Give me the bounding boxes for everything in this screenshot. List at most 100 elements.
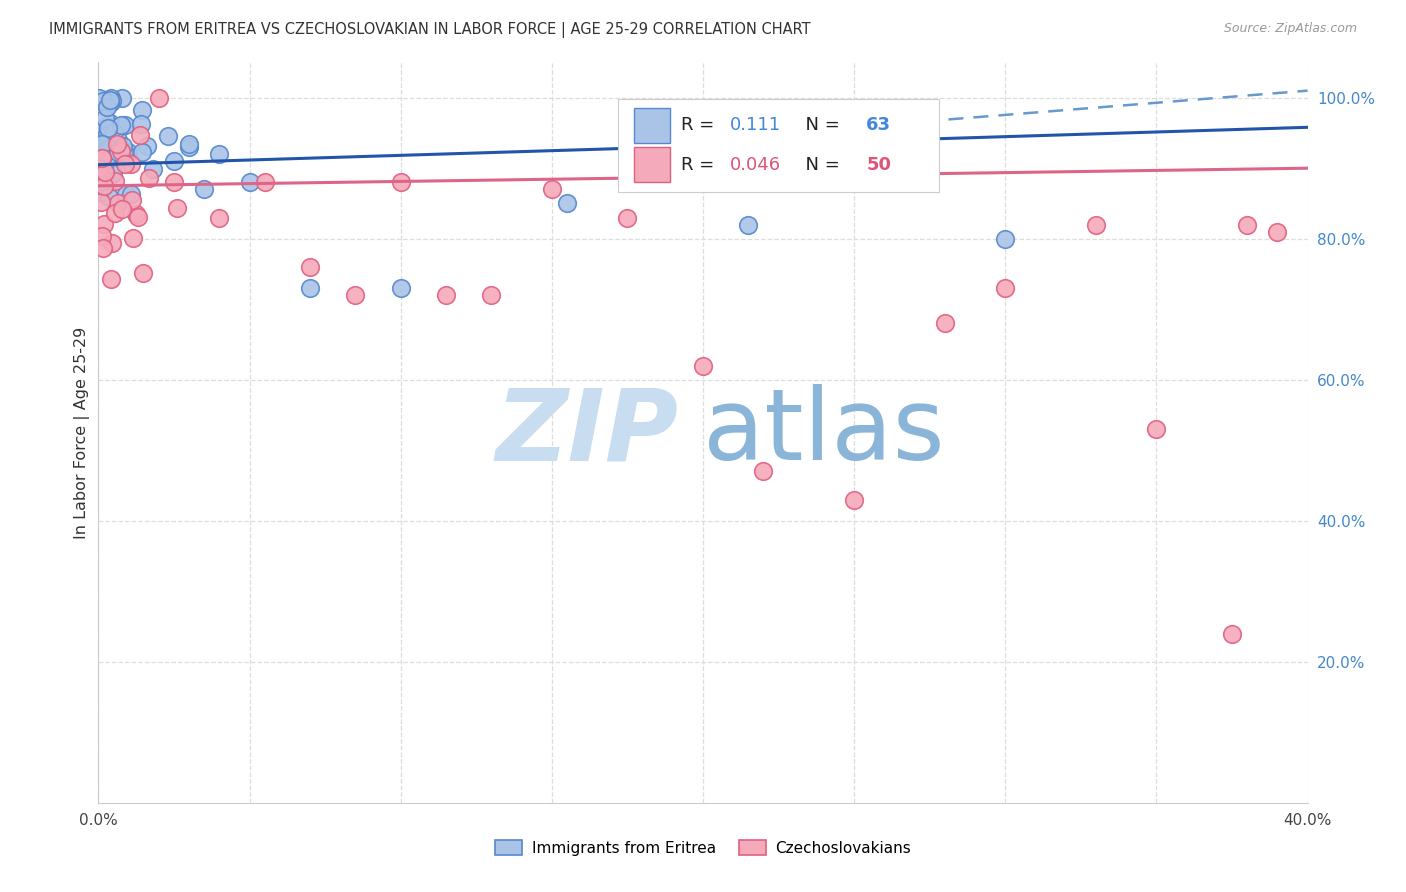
Point (114, 118, 136, 132)
Point (91, 151, 114, 165)
Point (239, 175, 262, 189)
Point (101, 166, 124, 180)
Point (117, 145, 139, 160)
Point (179, 140, 201, 154)
Point (110, 144, 132, 158)
Point (100, 129, 122, 144)
Point (844, 175, 866, 189)
Point (111, 91, 134, 105)
Text: 0.046: 0.046 (730, 155, 780, 174)
Point (120, 157, 142, 171)
Point (96, 153, 118, 168)
Point (110, 202, 132, 216)
Point (89, 129, 111, 144)
Point (1085, 218, 1108, 232)
Text: N =: N = (793, 155, 845, 174)
Text: N =: N = (793, 116, 845, 135)
Point (555, 196, 578, 211)
Point (132, 266, 155, 280)
Point (103, 206, 125, 220)
Point (115, 187, 138, 202)
Point (128, 128, 150, 142)
Point (98, 95, 121, 110)
Text: IMMIGRANTS FROM ERITREA VS CZECHOSLOVAKIAN IN LABOR FORCE | AGE 25-29 CORRELATIO: IMMIGRANTS FROM ERITREA VS CZECHOSLOVAKI… (49, 22, 811, 38)
Point (389, 175, 412, 189)
Point (100, 91, 122, 105)
Point (91, 151, 114, 165)
Point (120, 186, 142, 201)
Point (101, 95, 124, 109)
Text: ZIP: ZIP (496, 384, 679, 481)
Point (100, 143, 122, 157)
Point (107, 133, 129, 147)
Point (96, 100, 118, 114)
Point (1220, 626, 1243, 640)
Point (540, 182, 562, 196)
Point (138, 171, 160, 186)
Point (166, 201, 188, 215)
Legend: Immigrants from Eritrea, Czechoslovakians: Immigrants from Eritrea, Czechoslovakian… (489, 834, 917, 862)
Bar (634, 108, 671, 143)
Point (93, 162, 115, 177)
Point (1267, 225, 1289, 239)
Point (122, 230, 145, 244)
Point (994, 232, 1017, 246)
Point (111, 138, 134, 153)
Point (89, 166, 111, 180)
Point (94, 165, 117, 179)
Point (98, 116, 121, 130)
Point (208, 211, 231, 225)
Text: R =: R = (682, 155, 720, 174)
Point (752, 464, 775, 478)
Point (103, 125, 125, 139)
Point (737, 218, 759, 232)
Point (105, 136, 128, 151)
Point (131, 145, 153, 159)
Text: atlas: atlas (703, 384, 945, 481)
Point (89, 185, 111, 199)
Point (112, 145, 135, 159)
Point (98, 190, 121, 204)
Point (692, 359, 714, 373)
Point (1144, 422, 1167, 436)
Text: 63: 63 (866, 116, 891, 135)
Point (1236, 218, 1258, 232)
Point (90, 169, 112, 184)
Point (179, 136, 201, 151)
Point (91, 170, 114, 185)
Text: 0.111: 0.111 (730, 116, 780, 135)
Point (89, 161, 111, 176)
Point (93, 179, 115, 194)
Point (127, 211, 149, 225)
Point (96, 177, 118, 191)
Point (136, 139, 159, 153)
Point (616, 211, 638, 225)
Point (90, 194, 112, 209)
Point (104, 174, 127, 188)
Point (434, 288, 457, 302)
Point (91, 136, 114, 151)
Point (87, 91, 110, 105)
Point (193, 182, 215, 196)
Y-axis label: In Labor Force | Age 25-29: In Labor Force | Age 25-29 (75, 326, 90, 539)
Point (96, 142, 118, 156)
Point (208, 147, 231, 161)
Point (107, 196, 129, 211)
Point (91, 147, 114, 161)
Point (101, 151, 124, 165)
Point (994, 281, 1017, 295)
Bar (634, 147, 671, 182)
Point (148, 91, 170, 105)
Point (107, 145, 129, 159)
Point (91, 94, 114, 108)
Point (163, 154, 186, 169)
Point (91, 241, 114, 255)
Point (131, 118, 153, 132)
Point (344, 288, 367, 302)
Point (125, 207, 148, 221)
Point (96, 127, 118, 141)
Point (114, 157, 136, 171)
Point (844, 492, 866, 507)
Point (163, 175, 186, 189)
Point (91, 228, 114, 243)
